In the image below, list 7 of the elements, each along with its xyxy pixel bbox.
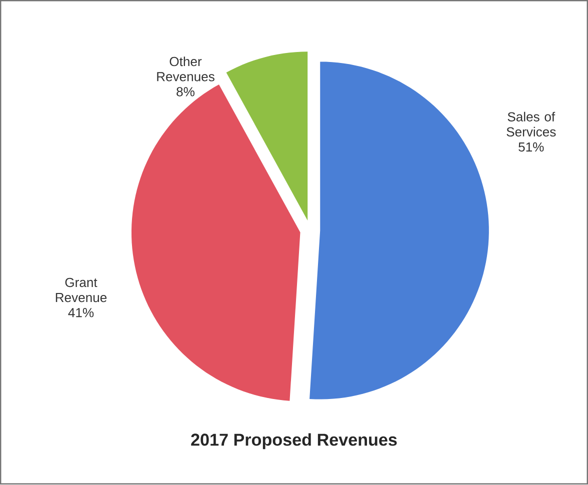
data-label: 8%	[176, 87, 194, 97]
slice-label: Sales of Services	[506, 112, 556, 137]
text: 2017 Proposed Revenues	[191, 433, 397, 450]
data-label: 41%	[68, 308, 94, 318]
data-label: 51%	[518, 142, 544, 152]
slice-label: Grant Revenue	[56, 278, 107, 302]
slice-label: Other Revenues	[157, 56, 214, 82]
